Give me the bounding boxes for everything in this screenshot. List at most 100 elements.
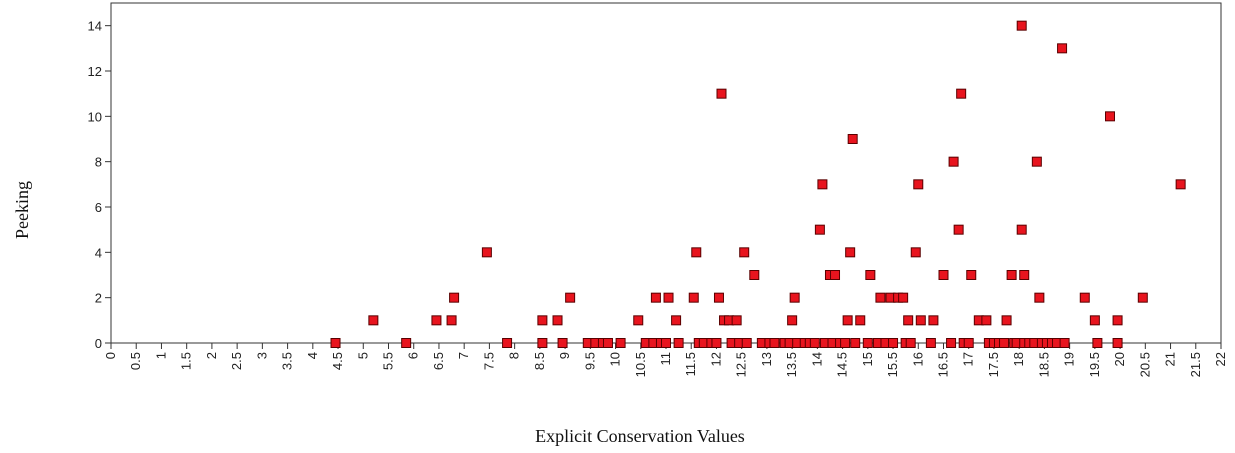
x-tick-label: 8.5 xyxy=(532,352,547,370)
data-point xyxy=(431,315,442,326)
data-point xyxy=(1089,315,1100,326)
x-axis: 0 0.5 1 1.5 2 2.5 3 3.5 4 4.5 5 5.5 6 6.5 7 7.5 8 8.5 9 9.5… xyxy=(103,343,1228,377)
data-point xyxy=(1057,43,1068,54)
data-point xyxy=(1001,315,1012,326)
x-tick-label: 6.5 xyxy=(431,352,446,370)
data-point xyxy=(789,292,800,303)
data-point xyxy=(948,156,959,167)
x-tick-label: 21.5 xyxy=(1188,352,1203,377)
data-point xyxy=(481,247,492,258)
x-tick-label: 13.5 xyxy=(784,352,799,377)
x-tick-label: 12.5 xyxy=(734,352,749,377)
x-tick-label: 11 xyxy=(658,352,673,366)
data-point xyxy=(928,315,939,326)
x-tick-label: 5.5 xyxy=(381,352,396,370)
data-point xyxy=(888,338,899,348)
data-point xyxy=(769,338,780,348)
data-point xyxy=(1019,270,1030,280)
data-point xyxy=(842,315,853,326)
x-tick-label: 10.5 xyxy=(633,352,648,377)
y-tick-label: 0 xyxy=(95,336,102,351)
data-point xyxy=(330,338,341,348)
data-point xyxy=(615,338,626,348)
x-tick-label: 11.5 xyxy=(683,352,698,376)
data-point xyxy=(565,292,576,303)
x-tick-label: 14.5 xyxy=(835,352,850,377)
x-tick-label: 17 xyxy=(961,352,976,366)
data-point xyxy=(552,315,563,326)
x-tick-label: 19.5 xyxy=(1087,352,1102,377)
y-axis-title: Peeking xyxy=(12,181,32,239)
data-point xyxy=(749,270,760,280)
data-point xyxy=(1137,292,1148,303)
data-point xyxy=(1016,20,1027,31)
x-tick-label: 0.5 xyxy=(128,352,143,370)
x-tick-label: 6 xyxy=(406,352,421,359)
y-axis: 0 2 4 6 8 10 12 14 xyxy=(88,19,111,351)
x-tick-label: 7 xyxy=(456,352,471,359)
data-point xyxy=(925,338,936,348)
data-point xyxy=(633,315,644,326)
x-tick-label: 17.5 xyxy=(986,352,1001,377)
data-point xyxy=(903,315,914,326)
data-point xyxy=(691,247,702,258)
data-point xyxy=(650,292,661,303)
data-point xyxy=(999,338,1010,348)
data-point xyxy=(1031,156,1042,167)
y-tick-label: 10 xyxy=(88,109,102,124)
x-tick-label: 1.5 xyxy=(179,352,194,370)
data-point xyxy=(401,338,412,348)
data-point xyxy=(910,247,921,258)
data-point xyxy=(1092,338,1103,348)
data-point xyxy=(915,315,926,326)
x-axis-title: Explicit Conservation Values xyxy=(535,426,745,446)
data-point xyxy=(817,179,828,190)
x-tick-label: 14 xyxy=(809,352,824,366)
x-tick-label: 4 xyxy=(305,352,320,359)
data-point xyxy=(663,292,674,303)
x-tick-label: 18.5 xyxy=(1036,352,1051,377)
data-point xyxy=(446,315,457,326)
data-point xyxy=(862,338,873,348)
data-point xyxy=(953,224,964,235)
data-point xyxy=(1006,270,1017,280)
x-tick-label: 12 xyxy=(708,352,723,366)
x-tick-label: 4.5 xyxy=(330,352,345,370)
data-point xyxy=(850,338,861,348)
data-point xyxy=(711,338,722,348)
data-point xyxy=(1016,224,1027,235)
x-tick-label: 9.5 xyxy=(582,352,597,370)
data-point xyxy=(956,88,967,99)
x-tick-label: 5 xyxy=(355,352,370,359)
data-point xyxy=(938,270,949,280)
x-tick-label: 0 xyxy=(103,352,118,359)
data-point xyxy=(713,292,724,303)
data-point xyxy=(1105,111,1115,122)
x-tick-label: 2.5 xyxy=(229,352,244,370)
y-tick-label: 8 xyxy=(95,155,102,170)
x-tick-label: 19 xyxy=(1062,352,1077,366)
data-point xyxy=(855,315,866,326)
data-point xyxy=(981,315,992,326)
data-point xyxy=(537,338,548,348)
x-tick-label: 1 xyxy=(153,352,168,359)
data-point xyxy=(875,292,886,303)
data-point xyxy=(845,247,856,258)
data-point xyxy=(741,338,752,348)
data-point xyxy=(946,338,957,348)
data-point xyxy=(502,338,513,348)
data-point xyxy=(847,134,858,144)
x-tick-label: 3 xyxy=(254,352,269,359)
x-tick-label: 20 xyxy=(1112,352,1127,366)
x-tick-label: 16.5 xyxy=(936,352,951,377)
data-point xyxy=(368,315,379,326)
x-tick-label: 15 xyxy=(860,352,875,366)
data-point xyxy=(1079,292,1090,303)
data-point xyxy=(814,224,825,235)
data-point xyxy=(898,292,909,303)
data-point xyxy=(1059,338,1070,348)
x-tick-label: 18 xyxy=(1011,352,1026,366)
data-point xyxy=(1034,292,1045,303)
data-point xyxy=(661,338,671,348)
data-point xyxy=(830,270,841,280)
